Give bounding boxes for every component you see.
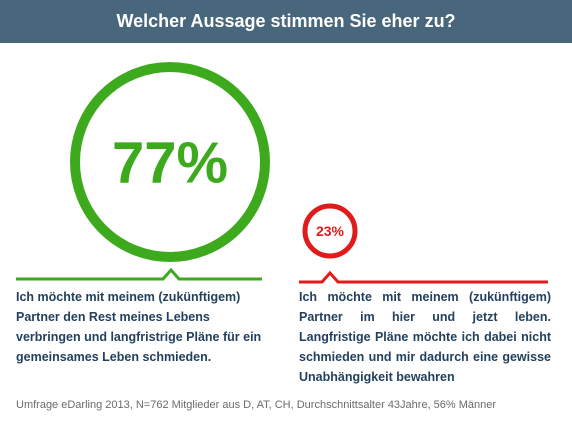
ring-23-circle — [302, 203, 358, 259]
ring-77-callout-line — [16, 267, 262, 281]
ring-23-callout-line — [299, 270, 548, 284]
source-footnote: Umfrage eDarling 2013, N=762 Mitglieder … — [16, 399, 497, 411]
ring-77-circle — [70, 62, 270, 262]
statement-here-and-now: Ich möchte mit meinem (zukünftigem) Part… — [299, 290, 551, 384]
page-title: Welcher Aussage stimmen Sie eher zu? — [0, 0, 572, 43]
ring-23-value-label: 23% — [316, 223, 345, 239]
statement-agree-longterm: Ich möchte mit meinem (zukünftigem) Part… — [16, 290, 262, 364]
chart-area: 77% 23% — [16, 62, 548, 284]
ring-77-value-label: 77% — [112, 130, 228, 195]
